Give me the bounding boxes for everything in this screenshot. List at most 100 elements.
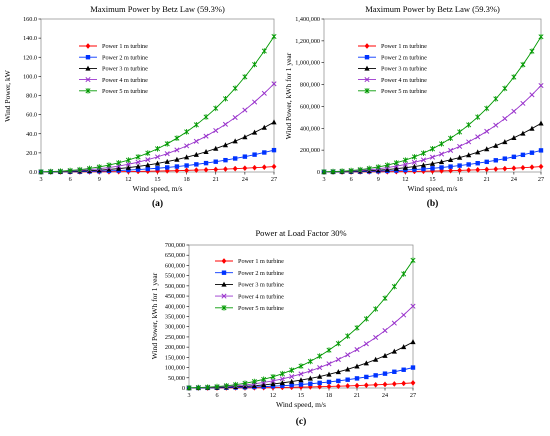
data-point: [233, 381, 239, 388]
data-point: [326, 347, 332, 353]
data-point: [261, 164, 267, 171]
data-point: [493, 122, 499, 128]
data-point: [213, 159, 218, 164]
data-point: [484, 105, 490, 112]
data-point: [429, 154, 436, 160]
x-tick-label: 12: [125, 176, 131, 183]
data-point: [48, 168, 54, 175]
data-point: [174, 164, 180, 169]
legend-item: Power 1 m turbine: [79, 43, 148, 50]
legend-marker: [85, 43, 91, 49]
series-line: [40, 83, 275, 173]
data-point: [271, 81, 277, 87]
y-axis-title: Wind Power, kWh for 1 year: [284, 52, 293, 139]
data-point: [420, 162, 427, 168]
legend-label: Power 1 m turbine: [381, 43, 427, 50]
data-point: [493, 142, 499, 148]
y-tick-label: 300,000: [165, 324, 185, 331]
data-point: [457, 163, 462, 168]
data-point: [382, 381, 388, 388]
data-point: [193, 138, 199, 144]
data-point: [308, 381, 313, 386]
data-point: [271, 163, 277, 170]
data-point: [335, 369, 341, 375]
x-tick-label: 21: [213, 176, 219, 183]
data-point: [262, 150, 267, 155]
data-point: [261, 48, 267, 54]
data-point: [401, 380, 407, 387]
data-point: [393, 160, 399, 166]
data-point: [391, 320, 397, 326]
data-point: [373, 373, 378, 378]
y-tick-label: 150,000: [165, 354, 185, 361]
y-axis-title: Wind Power, kWh for 1 year: [150, 272, 159, 359]
data-point: [529, 92, 535, 98]
data-point: [336, 378, 341, 384]
data-point: [448, 167, 454, 174]
y-tick-label: 160.0: [23, 16, 37, 23]
data-point: [174, 147, 180, 153]
y-tick-label: 80.0: [26, 93, 37, 100]
data-point: [214, 383, 220, 390]
data-point: [493, 158, 498, 163]
data-point: [193, 151, 199, 157]
data-point: [145, 166, 150, 172]
data-point: [242, 134, 248, 140]
data-point: [384, 166, 390, 172]
data-point: [194, 162, 199, 167]
data-point: [184, 143, 190, 149]
y-tick-label: 50,000: [168, 375, 185, 382]
y-tick-label: 600,000: [165, 262, 185, 269]
data-point: [466, 167, 472, 174]
legend-item: Power 1 m turbine: [215, 258, 284, 265]
series-5: [321, 33, 544, 175]
data-point: [373, 306, 379, 312]
data-point: [135, 167, 141, 172]
data-point: [373, 356, 379, 362]
data-point: [393, 165, 399, 171]
legend-marker: [85, 88, 91, 94]
data-point: [326, 379, 332, 385]
data-point: [363, 341, 369, 347]
data-point: [391, 283, 397, 290]
data-point: [213, 127, 219, 134]
data-point: [321, 169, 327, 175]
data-point: [357, 166, 363, 173]
data-point: [289, 367, 295, 373]
data-point: [270, 384, 276, 389]
data-point: [382, 371, 388, 376]
legend-marker: [221, 281, 227, 287]
series-5: [38, 33, 277, 175]
data-point: [106, 162, 112, 168]
data-point: [410, 303, 416, 309]
legend-item: Power 2 m turbine: [358, 54, 427, 61]
legend-marker: [85, 55, 91, 60]
data-point: [298, 363, 304, 369]
y-tick-label: 1,400,000: [295, 16, 320, 23]
data-point: [493, 166, 499, 172]
legend-marker: [221, 270, 227, 275]
data-point: [502, 116, 508, 122]
series-4: [38, 81, 277, 175]
data-point: [348, 167, 354, 174]
data-point: [154, 154, 161, 160]
data-point: [317, 383, 323, 390]
series-line: [188, 305, 414, 389]
data-point: [174, 167, 180, 174]
data-point: [252, 99, 258, 105]
data-point: [538, 163, 544, 170]
x-tick-label: 18: [457, 176, 463, 183]
series-line: [323, 85, 542, 173]
data-point: [366, 165, 372, 172]
y-tick-label: 0.0: [29, 169, 37, 176]
data-point: [242, 165, 248, 172]
data-point: [251, 129, 258, 135]
data-point: [502, 165, 508, 172]
data-point: [126, 167, 131, 173]
data-point: [270, 381, 276, 387]
data-point: [345, 352, 351, 358]
y-tick-label: 1,000,000: [295, 60, 320, 67]
data-point: [484, 128, 490, 134]
data-point: [529, 150, 535, 155]
